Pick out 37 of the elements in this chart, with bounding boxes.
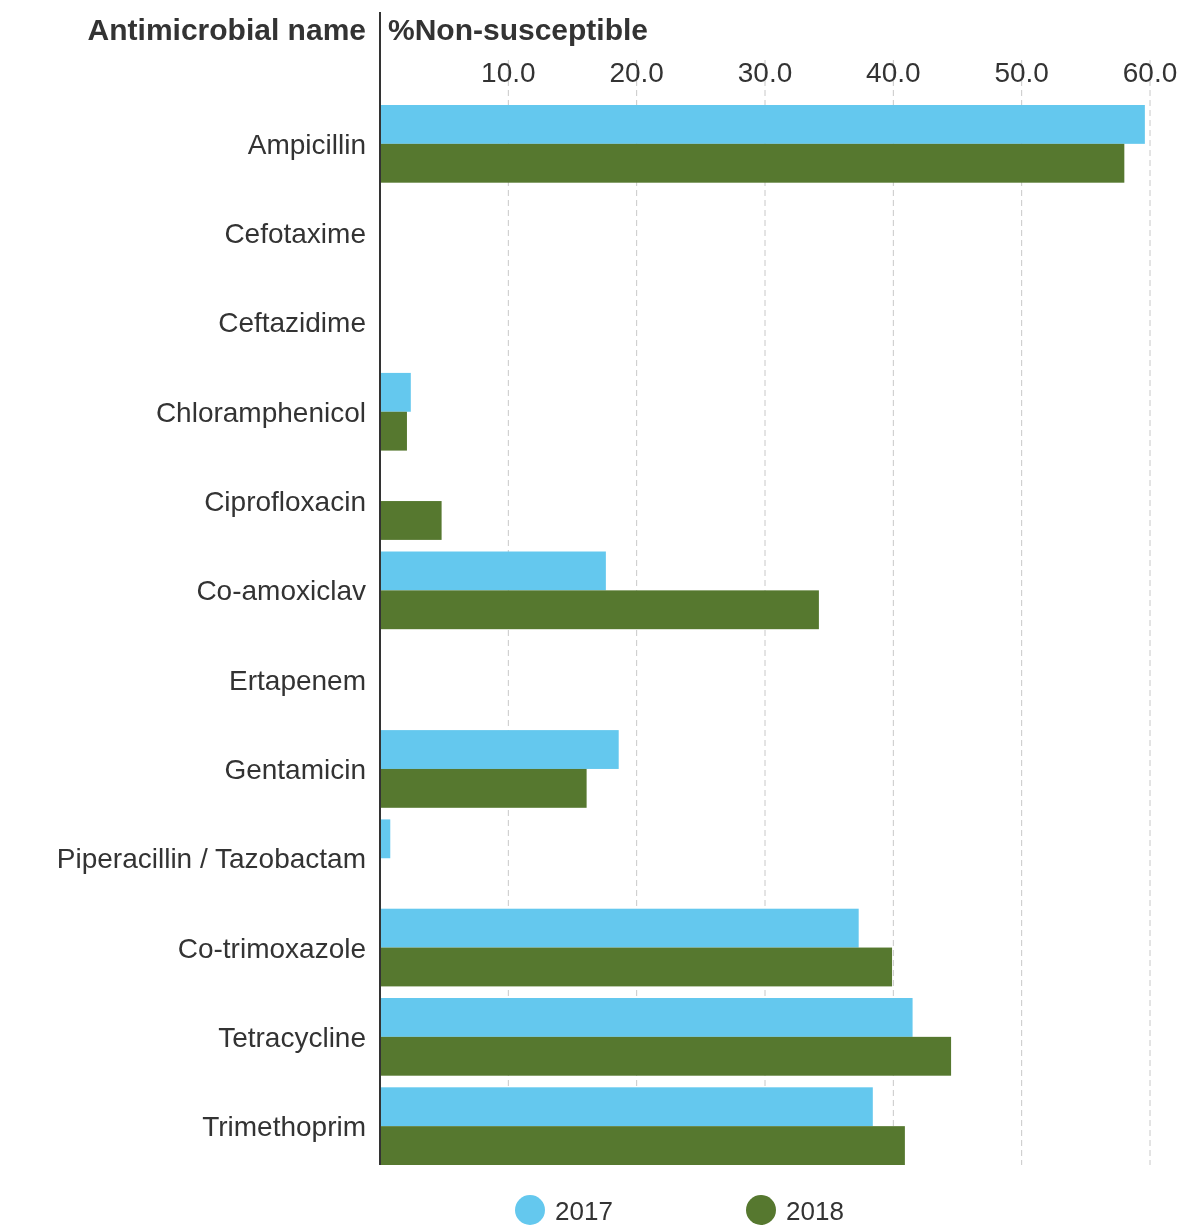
- x-tick-label: 50.0: [994, 57, 1049, 88]
- bar: [380, 768, 587, 808]
- x-tick-label: 40.0: [866, 57, 921, 88]
- y-tick-label: Cefotaxime: [224, 218, 366, 250]
- bar: [380, 143, 1125, 183]
- bar: [380, 105, 1145, 144]
- x-tick-label: 30.0: [737, 57, 793, 88]
- bar: [380, 372, 411, 412]
- bar: [380, 501, 442, 540]
- y-tick-label: Ceftazidime: [218, 307, 366, 339]
- bar: [380, 1087, 873, 1127]
- bar: [380, 1126, 905, 1165]
- y-axis-title: Antimicrobial name: [87, 13, 366, 46]
- y-tick-label: Piperacillin / Tazobactam: [56, 843, 366, 875]
- x-tick-label: 10.0: [481, 57, 536, 88]
- bar: [380, 998, 913, 1037]
- bar: [380, 590, 819, 630]
- y-tick-label: Trimethoprim: [202, 1111, 366, 1143]
- bar: [380, 730, 619, 769]
- bar: [380, 947, 893, 987]
- bar: [380, 1036, 952, 1076]
- y-tick-label: Ertapenem: [229, 664, 366, 696]
- bar: [380, 411, 407, 451]
- y-tick-label: Ciprofloxacin: [204, 486, 366, 518]
- x-axis-title: %Non-susceptible: [388, 13, 649, 46]
- y-tick-label: Chloramphenicol: [155, 396, 366, 428]
- y-tick-label: Co-trimoxazole: [177, 932, 366, 964]
- legend-label: 2018: [786, 1196, 844, 1225]
- bar: [380, 551, 606, 591]
- y-tick-label: Gentamicin: [224, 753, 366, 785]
- x-tick-label: 60.0: [1122, 57, 1178, 88]
- y-tick-label: Tetracycline: [218, 1021, 366, 1053]
- x-tick-label: 20.0: [609, 57, 664, 88]
- y-tick-label: Ampicillin: [247, 128, 366, 160]
- bar: [380, 908, 859, 948]
- legend-label: 2017: [555, 1196, 613, 1225]
- y-tick-label: Co-amoxiclav: [196, 575, 366, 607]
